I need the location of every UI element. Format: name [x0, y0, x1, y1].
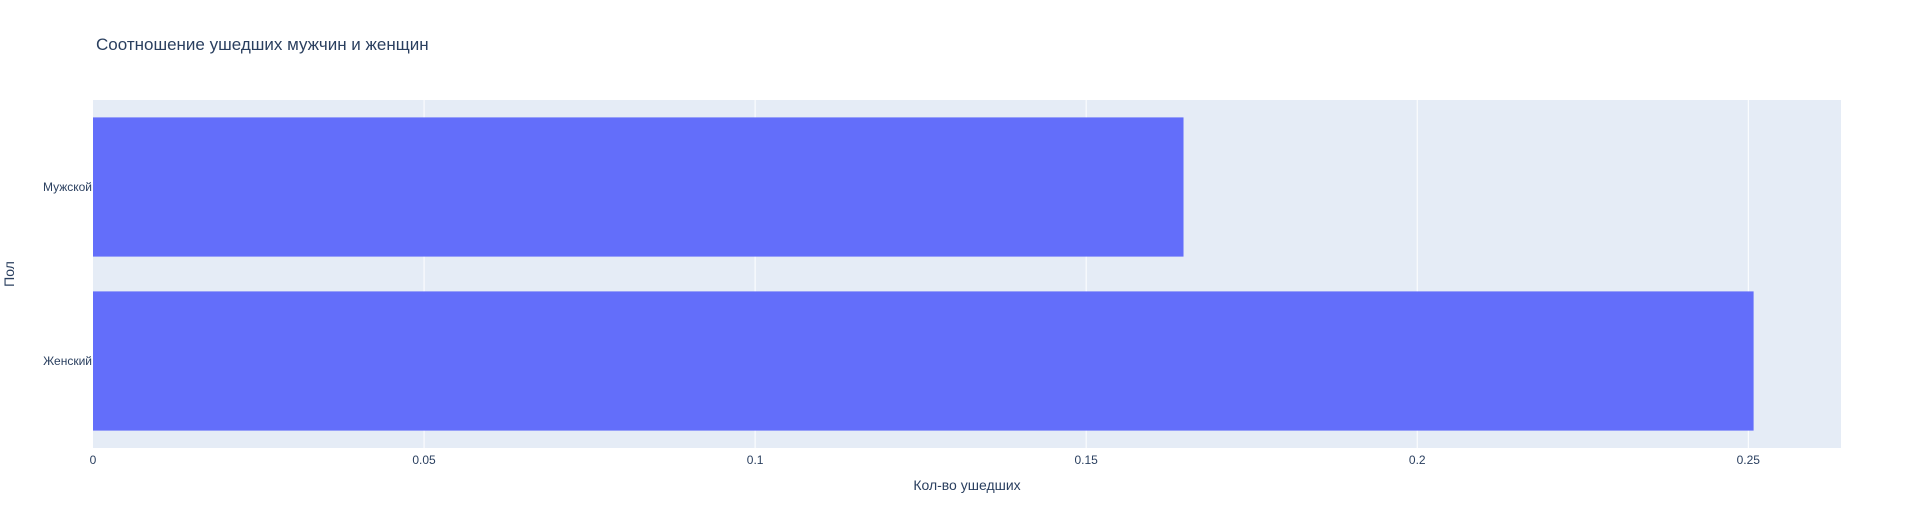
x-tick-label: 0.1: [747, 453, 764, 467]
bar-male[interactable]: [93, 117, 1184, 257]
x-axis-ticks: 0 0.05 0.1 0.15 0.2 0.25: [90, 453, 1761, 467]
x-tick-label: 0.05: [412, 453, 436, 467]
x-tick-label: 0: [90, 453, 97, 467]
y-axis-title: Пол: [1, 261, 17, 287]
x-axis-title: Кол-во ушедших: [913, 477, 1020, 493]
y-tick-label: Мужской: [43, 180, 92, 194]
bar-female[interactable]: [93, 291, 1754, 431]
y-tick-label: Женский: [43, 354, 92, 368]
bars: [93, 117, 1754, 431]
y-axis-ticks: Женский Мужской: [43, 180, 92, 368]
x-tick-label: 0.2: [1409, 453, 1426, 467]
x-tick-label: 0.25: [1737, 453, 1761, 467]
x-tick-label: 0.15: [1075, 453, 1099, 467]
chart-title: Соотношение ушедших мужчин и женщин: [96, 35, 429, 54]
